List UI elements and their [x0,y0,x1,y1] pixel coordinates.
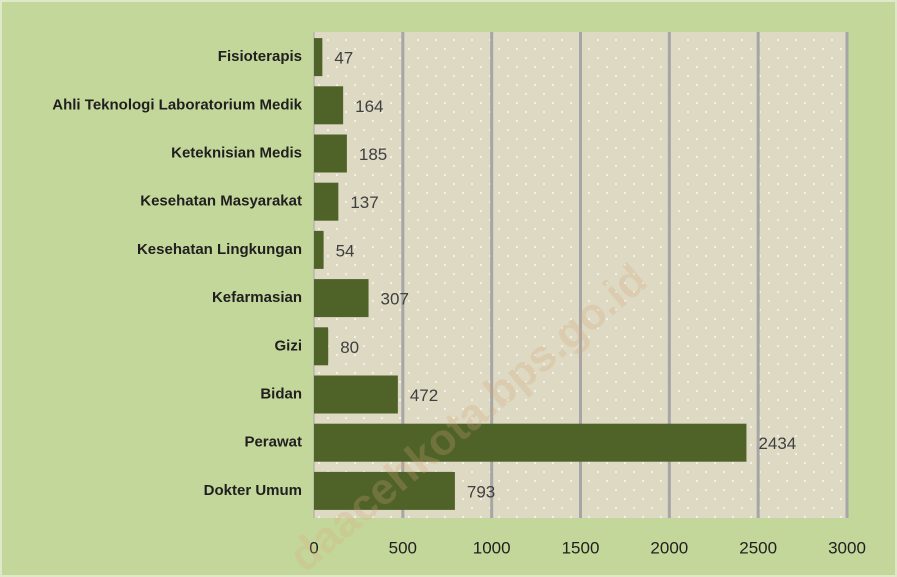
data-label: 793 [467,482,495,501]
x-tick-label: 1500 [562,538,600,557]
bar [314,182,339,221]
y-tick-label: Perawat [244,434,302,451]
bar [314,279,369,318]
bar [314,134,347,173]
y-tick-label: Bidan [260,385,302,402]
bar [314,423,747,462]
data-label: 80 [340,338,359,357]
x-tick-label: 2500 [739,538,777,557]
bar [314,86,344,125]
x-tick-label: 3000 [828,538,866,557]
y-tick-label: Keteknisian Medis [171,144,302,161]
bar [314,375,398,414]
data-label: 2434 [758,434,796,453]
x-tick-label: 0 [309,538,318,557]
y-tick-label: Kesehatan Masyarakat [140,193,302,210]
bar [314,327,329,366]
data-label: 137 [350,193,378,212]
y-tick-label: Dokter Umum [204,482,302,499]
data-label: 472 [410,386,438,405]
bar [314,471,455,510]
data-label: 185 [359,145,387,164]
y-tick-label: Kesehatan Lingkungan [137,241,302,258]
data-label: 47 [334,49,353,68]
y-tick-label: Fisioterapis [218,48,302,65]
data-label: 307 [381,290,409,309]
x-tick-label: 2000 [650,538,688,557]
data-label: 54 [336,241,355,260]
bar [314,230,324,269]
y-tick-label: Ahli Teknologi Laboratorium Medik [52,96,302,113]
x-tick-label: 1000 [473,538,511,557]
data-label: 164 [355,97,383,116]
y-tick-label: Gizi [274,337,302,354]
y-tick-label: Kefarmasian [212,289,302,306]
bar [314,38,323,77]
x-tick-label: 500 [389,538,417,557]
